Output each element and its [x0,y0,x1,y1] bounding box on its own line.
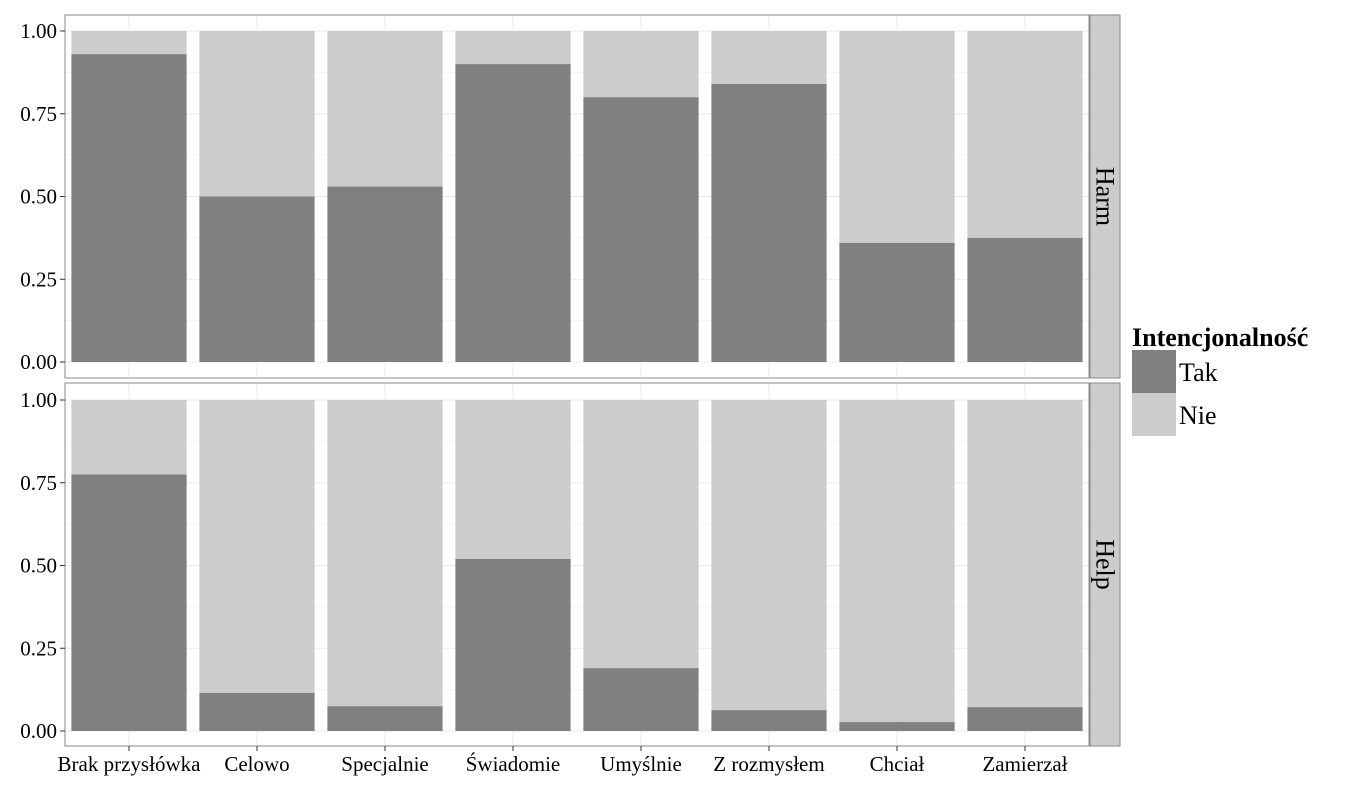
bar-help-nie-4 [583,400,699,669]
x-tick-label: Z rozmysłem [713,752,824,776]
bar-harm-tak-2 [327,186,443,362]
bar-help-nie-0 [71,400,187,475]
bar-harm-tak-1 [199,196,315,362]
bar-harm-nie-3 [455,31,571,65]
bar-harm-nie-6 [839,31,955,243]
bar-help-tak-6 [839,722,955,731]
bar-harm-nie-5 [711,31,827,84]
bar-help-nie-7 [967,400,1083,708]
facet-panels: 0.00 0.25 0.50 0.75 1.00 Harm 0.00 0.25 0.50 0.75… [20,14,1121,747]
y-tick-label: 0.50 [20,554,57,578]
facet-strip-label: Help [1091,539,1120,590]
bar-help-nie-6 [839,400,955,723]
bar-help-tak-5 [711,710,827,731]
bar-help-tak-1 [199,692,315,731]
bar-harm-tak-5 [711,83,827,363]
y-tick-label: 0.00 [20,719,57,743]
bar-harm-nie-4 [583,31,699,98]
x-tick-label: Specjalnie [341,752,428,776]
bar-help-tak-2 [327,706,443,731]
y-tick-label: 1.00 [20,388,57,412]
bar-harm-tak-3 [455,64,571,362]
y-tick-label: 0.00 [20,350,57,374]
bar-help-tak-4 [583,668,699,731]
legend-label-nie: Nie [1179,401,1217,430]
bar-harm-tak-0 [71,54,187,363]
y-tick-label: 1.00 [20,19,57,43]
x-tick-label: Umyślnie [600,752,682,776]
x-tick-label: Brak przysłówka [58,752,202,776]
x-tick-label: Celowo [224,752,289,776]
bar-help-tak-3 [455,558,571,731]
bar-help-nie-5 [711,400,827,711]
y-tick-label: 0.75 [20,102,57,126]
legend-label-tak: Tak [1179,358,1218,387]
legend: Intencjonalność Tak Nie [1132,323,1308,436]
bar-harm-nie-2 [327,31,443,187]
x-tick-label: Chciał [870,752,925,776]
panel-border [64,382,1090,747]
x-tick-label: Zamierzał [982,752,1067,776]
bar-help-tak-7 [967,707,1083,731]
y-tick-label: 0.25 [20,267,57,291]
facet-strip [1089,14,1121,379]
facet-strip [1089,382,1121,747]
bar-help-tak-0 [71,474,187,731]
x-tick-label: Świadomie [466,752,561,776]
bar-harm-nie-0 [71,31,187,55]
bar-harm-nie-7 [967,31,1083,238]
legend-title: Intencjonalność [1132,323,1308,352]
facet-panel-harm: 0.00 0.25 0.50 0.75 1.00 Harm [20,14,1121,379]
y-tick-label: 0.75 [20,471,57,495]
facet-panel-help: 0.00 0.25 0.50 0.75 1.00 Help [20,382,1121,747]
legend-swatch-nie [1132,393,1176,436]
y-tick-label: 0.25 [20,636,57,660]
legend-swatch-tak [1132,350,1176,393]
bar-help-nie-1 [199,400,315,693]
bar-harm-tak-7 [967,237,1083,362]
x-axis: Brak przysłówka Celowo Specjalnie Świadomie… [58,746,1068,776]
facet-strip-label: Harm [1091,167,1120,226]
bar-harm-nie-1 [199,31,315,197]
y-tick-label: 0.50 [20,185,57,209]
bar-harm-tak-4 [583,97,699,362]
bar-harm-tak-6 [839,242,955,362]
bar-help-nie-3 [455,400,571,559]
bar-help-nie-2 [327,400,443,707]
